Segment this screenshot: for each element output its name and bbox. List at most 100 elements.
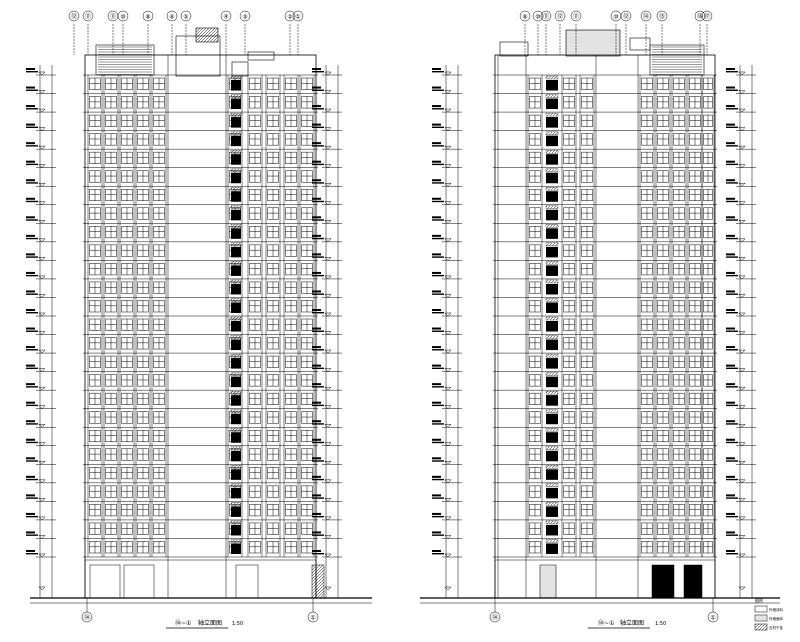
- axis-label: ⑧: [145, 14, 150, 21]
- dark-panel: [231, 321, 241, 332]
- level-label: [26, 309, 35, 311]
- legend-swatch-1: [754, 605, 768, 613]
- level-marker: [38, 182, 46, 187]
- level-label: [26, 364, 35, 367]
- railing: [230, 150, 242, 154]
- axis-bubble: [82, 10, 94, 22]
- dark-panel: [546, 376, 558, 388]
- level-marker: [738, 312, 746, 317]
- railing: [545, 428, 559, 432]
- dark-panel: [546, 487, 558, 499]
- railing: [230, 298, 242, 302]
- level-marker: [738, 71, 746, 76]
- level-marker: [38, 386, 46, 391]
- level-label: [312, 271, 321, 274]
- dark-panel: [546, 302, 558, 313]
- railing: [230, 483, 242, 487]
- axis-bubble: [540, 10, 552, 22]
- dark-panel: [231, 246, 241, 258]
- level-label: [432, 330, 444, 332]
- level-label: [312, 197, 321, 200]
- level-marker: [738, 201, 746, 206]
- level-label: [312, 475, 321, 478]
- level-marker: [324, 461, 332, 465]
- dark-panel: [231, 450, 241, 462]
- level-marker: [444, 386, 452, 391]
- level-marker: [38, 349, 46, 354]
- dark-panel: [231, 154, 241, 165]
- level-marker: [324, 423, 332, 428]
- level-label: [26, 105, 35, 108]
- level-label: [726, 271, 735, 274]
- level-label: [26, 553, 38, 555]
- level-label: [312, 71, 324, 73]
- level-label: [726, 349, 738, 351]
- axis-bubble: [284, 10, 296, 22]
- building-outline: [84, 54, 317, 599]
- axis-label: ④: [223, 14, 228, 21]
- axis-label: ⑯: [697, 13, 703, 21]
- level-label: [312, 364, 321, 367]
- dark-panel: [546, 339, 558, 351]
- level-marker: [324, 275, 332, 280]
- level-label: [726, 512, 735, 515]
- axis-bubble: [532, 10, 544, 22]
- level-label: [726, 494, 735, 497]
- level-marker: [738, 423, 746, 428]
- level-label: [312, 89, 324, 91]
- level-marker: [38, 553, 46, 558]
- level-label: [312, 497, 324, 499]
- level-label: [432, 108, 444, 110]
- dark-panel: [546, 543, 558, 554]
- level-label: [726, 160, 735, 163]
- level-label: [432, 309, 441, 311]
- level-marker: [738, 479, 746, 484]
- level-label: [26, 86, 35, 89]
- level-label: [312, 383, 321, 386]
- level-label: [726, 200, 738, 203]
- level-marker: [444, 586, 452, 591]
- level-label: [26, 404, 38, 407]
- level-label: [26, 423, 38, 425]
- level-marker: [444, 220, 452, 224]
- axis-label: ①: [310, 615, 315, 622]
- level-label: [726, 401, 735, 404]
- level-label: [312, 420, 321, 423]
- level-label: [312, 441, 324, 444]
- dark-panel: [546, 246, 558, 258]
- level-label: [26, 145, 38, 147]
- level-label: [312, 346, 321, 349]
- level-marker: [38, 535, 46, 539]
- entrance-opening: [539, 564, 557, 599]
- level-label: [432, 349, 444, 351]
- level-label: [26, 383, 35, 386]
- level-marker: [38, 164, 46, 169]
- level-marker: [324, 479, 332, 484]
- level-label: [726, 237, 738, 240]
- level-marker: [38, 331, 46, 335]
- level-marker: [324, 164, 332, 169]
- level-label: [26, 438, 35, 441]
- level-label: [432, 293, 444, 295]
- level-marker: [444, 127, 452, 131]
- dark-panel: [231, 302, 241, 313]
- level-label: [26, 475, 35, 478]
- railing: [545, 316, 559, 321]
- level-marker: [738, 220, 746, 224]
- level-label: [26, 401, 35, 404]
- level-label: [432, 160, 441, 163]
- level-label: [726, 293, 738, 295]
- level-label: [432, 364, 441, 367]
- railing: [545, 112, 559, 117]
- level-label: [726, 460, 738, 462]
- level-label: [726, 367, 738, 370]
- axis-label: ⑩: [613, 14, 618, 21]
- legend-title: 图例: [755, 597, 763, 603]
- level-label: [432, 71, 444, 73]
- level-label: [312, 179, 321, 182]
- level-label: [26, 457, 35, 460]
- level-label: [432, 404, 444, 407]
- level-marker: [324, 349, 332, 354]
- axis-label: ⑤: [183, 14, 188, 21]
- level-marker: [324, 368, 332, 372]
